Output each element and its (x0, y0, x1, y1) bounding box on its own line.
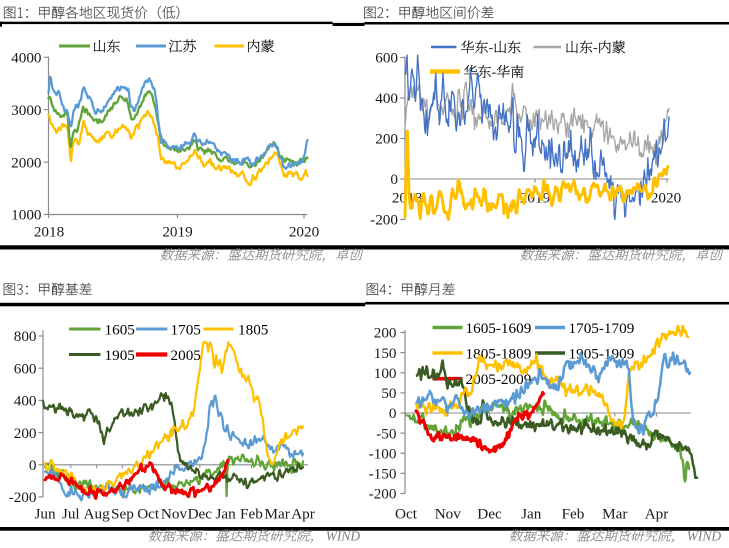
svg-text:1905: 1905 (105, 347, 135, 364)
svg-text:2019: 2019 (162, 224, 192, 241)
svg-text:4000: 4000 (11, 50, 42, 67)
svg-text:Dec: Dec (477, 505, 502, 522)
svg-text:400: 400 (375, 90, 398, 107)
svg-text:Apr: Apr (291, 505, 315, 522)
svg-text:Jan: Jan (521, 505, 542, 522)
svg-text:1605: 1605 (105, 321, 135, 338)
svg-text:Mar: Mar (265, 505, 290, 522)
svg-text:1605-1609: 1605-1609 (466, 320, 532, 337)
svg-text:1000: 1000 (11, 207, 42, 224)
svg-text:WIND: WIND (326, 529, 361, 544)
svg-text:Jun: Jun (34, 505, 56, 522)
svg-text:2005-2009: 2005-2009 (466, 371, 532, 388)
svg-text:Oct: Oct (395, 505, 418, 522)
svg-text:100: 100 (374, 365, 397, 382)
svg-text:200: 200 (374, 325, 397, 342)
svg-text:1705-1709: 1705-1709 (569, 320, 635, 337)
svg-text:Jan: Jan (215, 505, 236, 522)
svg-text:150: 150 (374, 345, 397, 362)
svg-text:-50: -50 (376, 425, 397, 442)
svg-text:Aug: Aug (84, 505, 111, 522)
svg-text:WIND: WIND (687, 529, 722, 544)
svg-text:Apr: Apr (645, 505, 669, 522)
svg-text:Nov: Nov (161, 505, 188, 522)
svg-text:2020: 2020 (289, 224, 320, 241)
svg-text:0: 0 (390, 171, 398, 188)
svg-text:50: 50 (381, 385, 397, 402)
svg-text:1805: 1805 (238, 321, 268, 338)
svg-text:Nov: Nov (435, 505, 462, 522)
svg-text:400: 400 (14, 393, 37, 410)
svg-text:-200: -200 (9, 489, 37, 506)
svg-text:2018: 2018 (34, 224, 65, 241)
svg-text:0: 0 (29, 457, 37, 474)
svg-text:1805-1809: 1805-1809 (466, 345, 532, 362)
svg-text:-200: -200 (370, 212, 398, 229)
svg-text:800: 800 (14, 328, 37, 345)
svg-text:2005: 2005 (171, 347, 201, 364)
svg-text:2020: 2020 (651, 190, 682, 207)
svg-text:2000: 2000 (11, 154, 42, 171)
svg-text:600: 600 (375, 50, 398, 67)
svg-text:Feb: Feb (562, 505, 585, 522)
svg-text:1905-1909: 1905-1909 (569, 345, 635, 362)
svg-text:0: 0 (389, 405, 397, 422)
svg-text:Dec: Dec (188, 505, 213, 522)
svg-text:Mar: Mar (602, 505, 627, 522)
svg-text:Sep: Sep (111, 505, 134, 522)
svg-text:Oct: Oct (137, 505, 160, 522)
svg-text:-150: -150 (369, 466, 397, 483)
svg-text:-100: -100 (369, 445, 397, 462)
svg-text:3000: 3000 (11, 102, 42, 119)
svg-text:200: 200 (375, 131, 398, 148)
svg-text:Jul: Jul (62, 505, 80, 522)
svg-text:200: 200 (14, 425, 37, 442)
svg-text:-200: -200 (369, 486, 397, 503)
svg-text:1705: 1705 (171, 321, 201, 338)
svg-text:Feb: Feb (240, 505, 263, 522)
svg-text:600: 600 (14, 360, 37, 377)
